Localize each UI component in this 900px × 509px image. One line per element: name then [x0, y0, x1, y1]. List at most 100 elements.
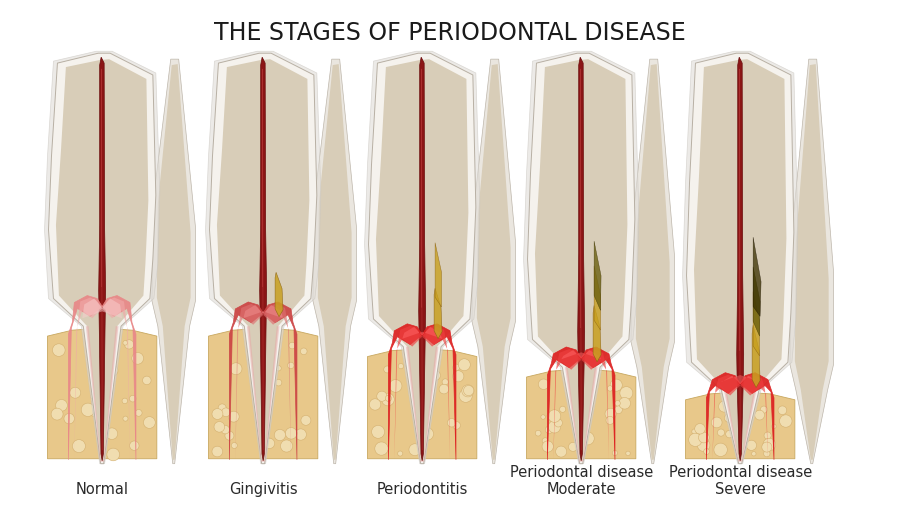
- Polygon shape: [103, 298, 130, 460]
- Circle shape: [421, 364, 433, 375]
- Polygon shape: [86, 327, 119, 462]
- Circle shape: [761, 442, 772, 452]
- Circle shape: [692, 429, 698, 434]
- Circle shape: [105, 391, 110, 395]
- Circle shape: [779, 415, 792, 428]
- Circle shape: [289, 343, 295, 349]
- Circle shape: [439, 384, 449, 394]
- Polygon shape: [389, 324, 422, 460]
- Circle shape: [688, 433, 702, 446]
- Circle shape: [260, 399, 265, 404]
- Polygon shape: [318, 65, 352, 460]
- Circle shape: [264, 360, 274, 370]
- Circle shape: [122, 399, 128, 404]
- Circle shape: [276, 366, 281, 371]
- Circle shape: [612, 450, 617, 456]
- Circle shape: [569, 442, 578, 451]
- Polygon shape: [99, 58, 105, 461]
- Circle shape: [372, 426, 384, 438]
- Circle shape: [453, 364, 460, 371]
- Circle shape: [64, 414, 75, 424]
- Circle shape: [730, 421, 735, 427]
- Polygon shape: [593, 306, 601, 362]
- Polygon shape: [753, 267, 760, 336]
- Circle shape: [385, 395, 392, 402]
- Polygon shape: [686, 392, 795, 459]
- Polygon shape: [594, 242, 601, 311]
- Polygon shape: [260, 58, 266, 461]
- Circle shape: [605, 408, 617, 419]
- Circle shape: [542, 441, 554, 453]
- Polygon shape: [435, 243, 442, 307]
- Polygon shape: [209, 328, 318, 459]
- Circle shape: [409, 444, 421, 456]
- Circle shape: [714, 443, 727, 457]
- Circle shape: [453, 371, 464, 382]
- Circle shape: [459, 389, 472, 403]
- Polygon shape: [243, 305, 283, 319]
- Circle shape: [265, 438, 274, 449]
- Circle shape: [542, 438, 548, 444]
- Circle shape: [56, 400, 68, 411]
- Circle shape: [274, 430, 285, 441]
- Circle shape: [248, 358, 253, 363]
- Circle shape: [383, 366, 391, 373]
- Polygon shape: [217, 60, 310, 461]
- Polygon shape: [527, 54, 634, 464]
- Text: Periodontal disease
Moderate: Periodontal disease Moderate: [509, 464, 652, 496]
- Polygon shape: [82, 299, 122, 319]
- Polygon shape: [682, 52, 797, 464]
- Polygon shape: [434, 289, 442, 339]
- Circle shape: [560, 406, 566, 413]
- Circle shape: [248, 358, 256, 366]
- Circle shape: [746, 440, 757, 450]
- Polygon shape: [75, 298, 103, 460]
- Circle shape: [610, 379, 622, 391]
- Circle shape: [295, 429, 306, 440]
- Circle shape: [265, 438, 273, 445]
- Polygon shape: [230, 302, 263, 460]
- Circle shape: [421, 428, 434, 440]
- Polygon shape: [235, 304, 263, 460]
- Circle shape: [369, 399, 381, 410]
- Circle shape: [135, 410, 142, 416]
- Circle shape: [87, 403, 101, 416]
- Polygon shape: [49, 54, 156, 464]
- Circle shape: [725, 431, 734, 438]
- Circle shape: [778, 406, 787, 415]
- Circle shape: [229, 411, 239, 422]
- Circle shape: [724, 414, 733, 422]
- Circle shape: [398, 364, 403, 369]
- Circle shape: [231, 443, 238, 448]
- Circle shape: [442, 379, 448, 385]
- Polygon shape: [263, 302, 297, 460]
- Circle shape: [221, 426, 230, 434]
- Circle shape: [608, 386, 613, 391]
- Circle shape: [130, 395, 136, 402]
- Circle shape: [143, 417, 156, 429]
- Circle shape: [742, 406, 752, 415]
- Polygon shape: [477, 65, 510, 460]
- Circle shape: [626, 451, 630, 456]
- Circle shape: [737, 409, 742, 413]
- Circle shape: [548, 410, 561, 422]
- Polygon shape: [547, 347, 581, 460]
- Polygon shape: [368, 54, 476, 464]
- Circle shape: [81, 403, 94, 417]
- Circle shape: [554, 419, 562, 427]
- Polygon shape: [752, 326, 760, 388]
- Polygon shape: [157, 65, 191, 460]
- Polygon shape: [524, 52, 639, 464]
- Circle shape: [731, 432, 737, 438]
- Circle shape: [109, 344, 114, 349]
- Polygon shape: [565, 367, 598, 462]
- Circle shape: [771, 425, 776, 429]
- Polygon shape: [205, 52, 320, 464]
- Polygon shape: [68, 296, 103, 460]
- Circle shape: [717, 429, 725, 436]
- Circle shape: [124, 340, 134, 349]
- Polygon shape: [418, 58, 426, 461]
- Circle shape: [462, 385, 474, 397]
- Polygon shape: [210, 54, 317, 464]
- Circle shape: [615, 406, 623, 414]
